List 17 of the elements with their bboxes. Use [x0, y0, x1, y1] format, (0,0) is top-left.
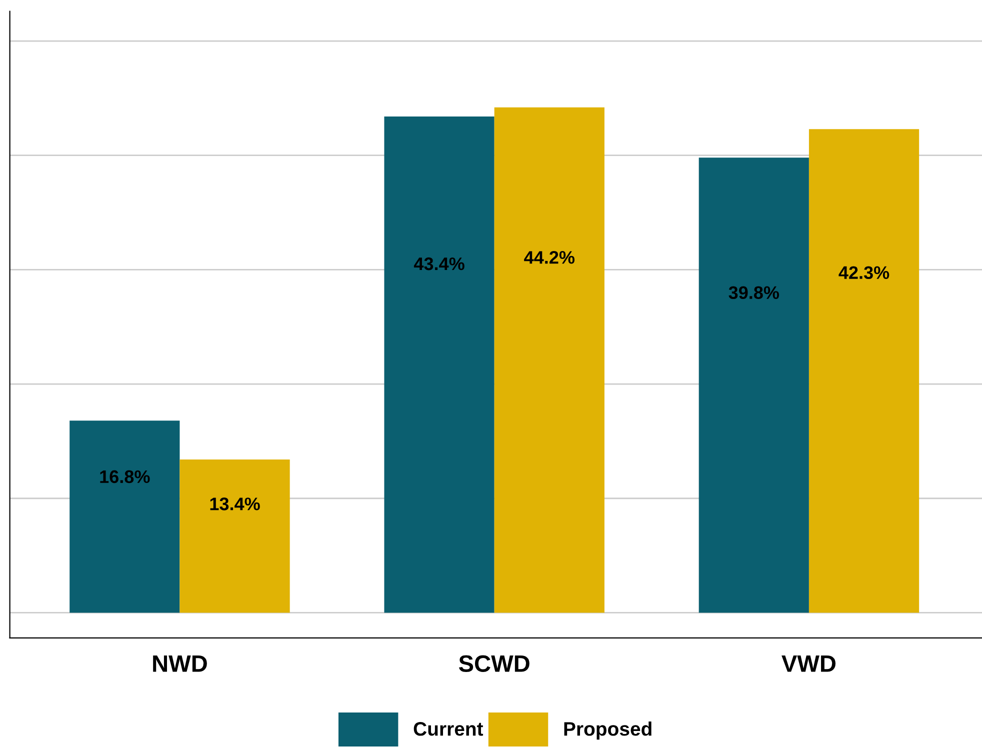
x-tick-label: NWD	[153, 656, 207, 672]
bar	[70, 420, 180, 613]
data-label: 43.4%	[414, 257, 464, 270]
bar	[494, 107, 604, 613]
data-label: 44.2%	[524, 251, 575, 264]
bar	[698, 158, 809, 613]
bar	[808, 129, 920, 613]
legend-label: Current	[414, 722, 484, 736]
legend-label: Proposed	[564, 722, 652, 740]
data-label: 42.3%	[838, 266, 890, 280]
x-tick-label: SCWD	[458, 655, 530, 672]
data-label: 39.8%	[728, 286, 780, 300]
data-label: 13.4%	[210, 498, 260, 510]
x-tick-label: VWD	[782, 656, 836, 672]
bar	[180, 459, 290, 613]
data-label: 16.8%	[100, 470, 150, 484]
bar	[384, 116, 494, 613]
